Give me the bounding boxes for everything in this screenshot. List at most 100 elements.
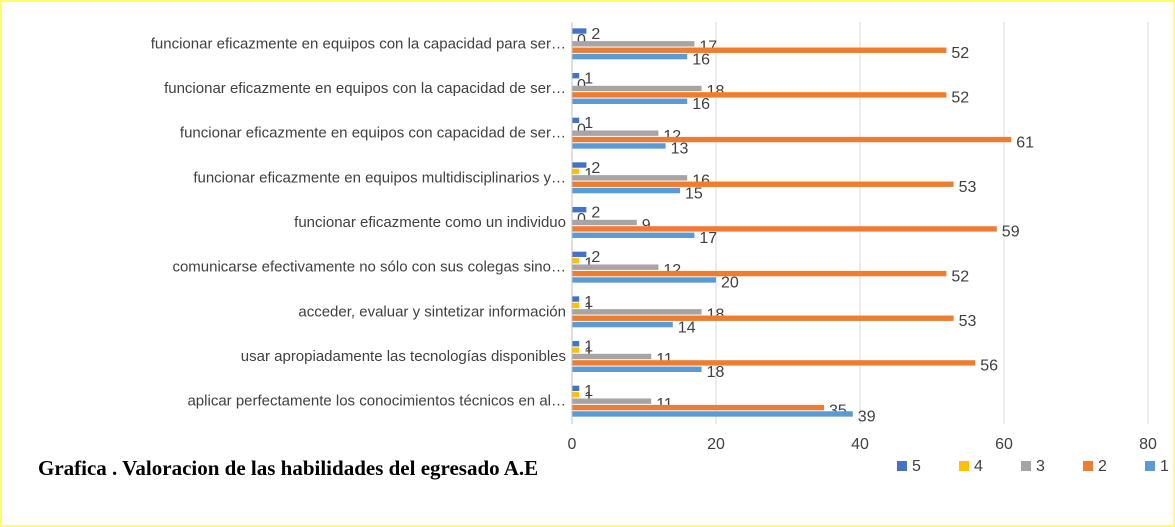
bar xyxy=(572,341,580,347)
data-label: 39 xyxy=(858,409,876,426)
bar xyxy=(572,117,580,124)
data-label: 13 xyxy=(671,141,689,158)
bar xyxy=(572,47,947,53)
y-tick-label: funcionar eficazmente en equipos con la … xyxy=(151,35,566,52)
data-label: 52 xyxy=(951,45,969,62)
bar xyxy=(572,315,954,321)
bar xyxy=(572,226,997,232)
x-tick-label: 0 xyxy=(568,436,577,453)
bar xyxy=(572,404,824,411)
y-tick-label: funcionar eficazmente en equipos multidi… xyxy=(193,169,566,186)
data-label: 53 xyxy=(959,179,977,196)
y-tick-label: funcionar eficazmente en equipos con la … xyxy=(164,80,566,97)
x-tick-label: 40 xyxy=(851,436,869,453)
bar xyxy=(572,219,637,226)
data-label: 2 xyxy=(591,249,600,266)
legend-label: 1 xyxy=(1160,458,1169,475)
legend-label: 2 xyxy=(1098,458,1107,475)
bar xyxy=(572,53,688,60)
data-label: 0 xyxy=(577,32,586,49)
data-label: 1 xyxy=(584,389,593,406)
bar xyxy=(572,353,652,360)
data-label: 1 xyxy=(584,255,593,272)
data-label: 2 xyxy=(591,160,600,177)
bar xyxy=(572,277,716,283)
bar xyxy=(572,251,587,258)
bar xyxy=(572,73,580,79)
data-label: 0 xyxy=(577,121,586,138)
data-label: 35 xyxy=(829,402,847,419)
data-label: 15 xyxy=(685,185,703,202)
data-label: 1 xyxy=(584,115,593,132)
bar xyxy=(572,270,947,277)
data-label: 12 xyxy=(663,262,681,279)
bar xyxy=(572,347,580,353)
data-label: 1 xyxy=(584,345,593,362)
data-label: 52 xyxy=(951,268,969,285)
bar xyxy=(572,296,580,302)
legend-label: 5 xyxy=(912,458,921,475)
data-label: 9 xyxy=(642,217,651,234)
bar xyxy=(572,175,688,181)
x-tick-label: 60 xyxy=(995,436,1013,453)
bar xyxy=(572,392,580,398)
y-tick-label: usar apropiadamente las tecnologías disp… xyxy=(241,348,566,365)
bar xyxy=(572,321,673,328)
legend-label: 3 xyxy=(1036,458,1045,475)
data-label: 52 xyxy=(951,90,969,107)
bar xyxy=(572,385,580,392)
bar xyxy=(572,302,580,309)
data-label: 53 xyxy=(959,313,977,330)
legend-swatch xyxy=(1083,461,1093,471)
y-tick-label: acceder, evaluar y sintetizar informació… xyxy=(298,303,566,320)
bar xyxy=(572,360,976,366)
bar xyxy=(572,162,587,168)
data-label: 11 xyxy=(656,351,673,368)
legend-swatch xyxy=(897,461,907,471)
bar xyxy=(572,85,702,92)
chart-title: Grafica . Valoracion de las habilidades … xyxy=(38,456,538,480)
data-label: 18 xyxy=(707,364,725,381)
data-label: 1 xyxy=(584,300,593,317)
bar xyxy=(572,130,659,136)
data-label: 59 xyxy=(1002,224,1020,241)
data-label: 1 xyxy=(584,70,593,87)
x-tick-label: 20 xyxy=(707,436,725,453)
data-label: 11 xyxy=(656,396,673,413)
y-tick-label: comunicarse efectivamente no sólo con su… xyxy=(172,259,566,276)
data-label: 18 xyxy=(707,307,725,324)
legend-swatch xyxy=(1021,461,1031,471)
bar xyxy=(572,411,853,417)
data-label: 2 xyxy=(591,26,600,43)
data-label: 0 xyxy=(577,77,586,94)
data-label: 16 xyxy=(692,51,710,68)
data-label: 1 xyxy=(584,294,593,311)
legend-swatch xyxy=(959,461,969,471)
bar xyxy=(572,207,587,213)
bar xyxy=(572,98,688,104)
bar xyxy=(572,309,702,315)
bar xyxy=(572,264,659,270)
data-label: 1 xyxy=(584,338,593,355)
bar xyxy=(572,92,947,98)
data-label: 2 xyxy=(591,204,600,221)
bar xyxy=(572,258,580,264)
bar xyxy=(572,398,652,404)
bar xyxy=(572,181,954,187)
data-label: 14 xyxy=(678,319,696,336)
data-label: 20 xyxy=(721,275,739,292)
legend-swatch xyxy=(1145,461,1155,471)
data-label: 0 xyxy=(577,211,586,228)
bar xyxy=(572,232,695,238)
data-label: 61 xyxy=(1016,134,1034,151)
bar xyxy=(572,28,587,34)
y-tick-label: funcionar eficazmente como un individuo xyxy=(294,214,566,231)
bar xyxy=(572,168,580,175)
y-tick-label: funcionar eficazmente en equipos con cap… xyxy=(180,125,566,142)
y-tick-label: aplicar perfectamente los conocimientos … xyxy=(187,393,566,410)
bar xyxy=(572,187,680,194)
bar xyxy=(572,143,666,149)
data-label: 17 xyxy=(699,230,717,247)
bar xyxy=(572,366,702,372)
